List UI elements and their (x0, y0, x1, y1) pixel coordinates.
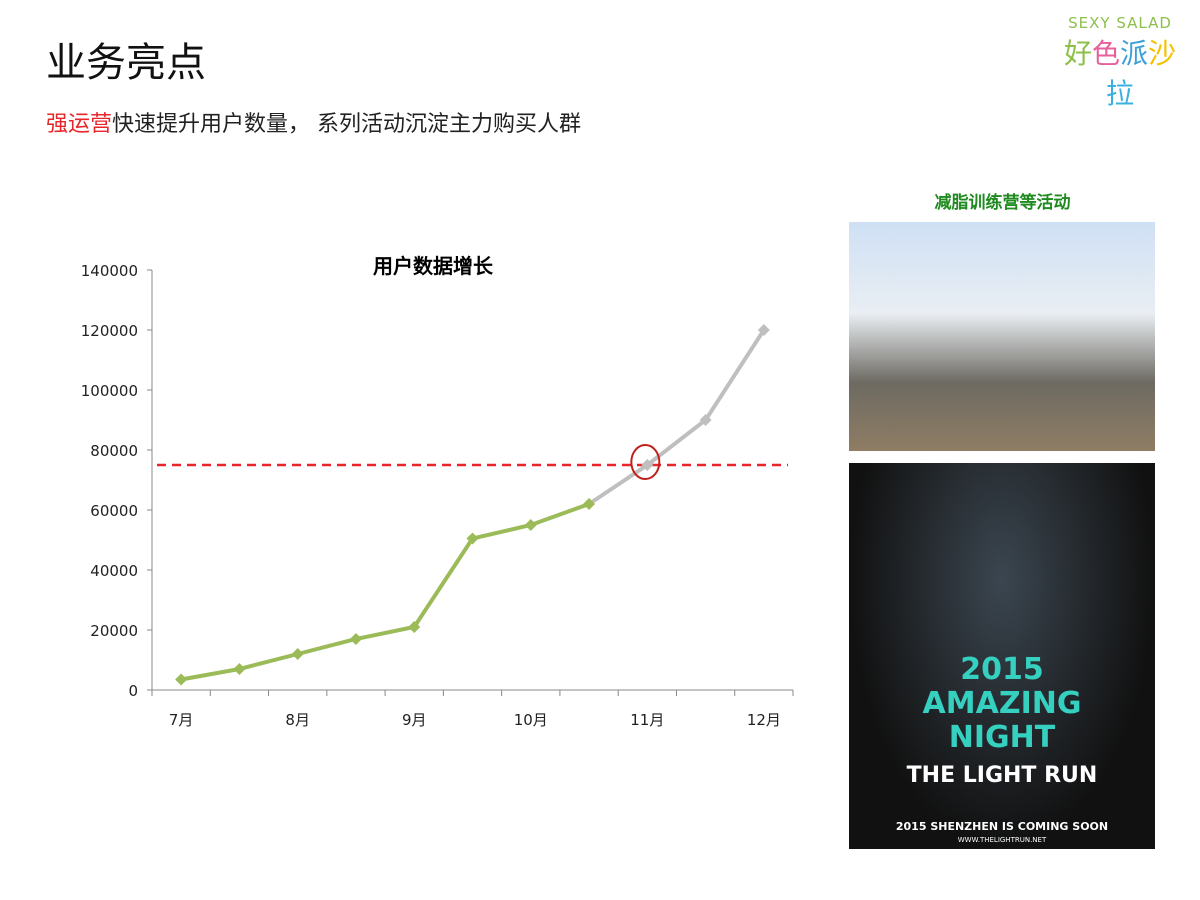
y-tick-label: 60000 (90, 502, 138, 520)
data-point (641, 459, 654, 471)
poster-year: 2015 (960, 652, 1044, 687)
subtitle-text: 快速提升用户数量， 系列活动沉淀主力购买人群 (112, 112, 582, 137)
poster-night: NIGHT (948, 720, 1056, 755)
y-tick-label: 40000 (90, 562, 138, 580)
logo-en: SEXY SALAD (1068, 14, 1172, 32)
activities-title: 减脂训练营等活动 (934, 193, 1071, 213)
data-point (175, 673, 188, 686)
y-tick-label: 0 (128, 682, 138, 700)
logo-char: 派 (1120, 37, 1149, 70)
y-tick-label: 120000 (81, 322, 138, 340)
x-tick-label: 12月 (747, 711, 781, 729)
data-point (583, 498, 596, 510)
poster-tagline: 2015 SHENZHEN IS COMING SOON (895, 820, 1109, 833)
y-tick-label: 20000 (90, 622, 138, 640)
chart-title: 用户数据增长 (373, 254, 494, 278)
logo-char: 好 (1063, 37, 1092, 70)
page-subtitle: 强运营快速提升用户数量， 系列活动沉淀主力购买人群 (46, 106, 581, 138)
page-title: 业务亮点 (46, 40, 206, 86)
x-tick-label: 11月 (630, 711, 664, 729)
training-camp-photo (849, 222, 1155, 451)
logo-char: 沙 (1148, 37, 1177, 70)
logo-char: 拉 (1105, 77, 1134, 110)
logo-char: 色 (1091, 37, 1120, 70)
data-point (291, 648, 304, 660)
y-tick-label: 80000 (90, 442, 138, 460)
subtitle-highlight: 强运营 (46, 112, 113, 137)
data-point (408, 621, 421, 633)
brand-logo: SEXY SALAD 好色派沙拉 (1060, 14, 1180, 112)
data-point (699, 414, 712, 426)
poster-brand: THE LIGHT RUN (906, 763, 1098, 788)
x-tick-label: 9月 (402, 711, 427, 729)
y-tick-label: 140000 (81, 262, 138, 280)
data-point (524, 519, 537, 531)
light-run-poster: 2015 AMAZING NIGHT THE LIGHT RUN 2015 SHEN… (849, 463, 1155, 849)
data-point (757, 324, 770, 336)
logo-cn: 好色派沙拉 (1060, 32, 1180, 112)
user-growth-chart: 用户数据增长 0 20000 40000 60000 80000 100000 120000 1… (81, 254, 794, 729)
data-point (466, 532, 479, 545)
poster-amazing: AMAZING (922, 686, 1082, 721)
data-point (233, 663, 246, 675)
x-tick-label: 8月 (285, 711, 310, 729)
data-point (349, 633, 362, 645)
poster-url: WWW.THELIGHTRUN.NET (957, 836, 1047, 844)
x-tick-label: 7月 (169, 711, 194, 729)
y-tick-label: 100000 (81, 382, 138, 400)
x-tick-label: 10月 (514, 711, 548, 729)
actual-line (180, 502, 590, 682)
projected-line (587, 328, 766, 506)
highlight-circle (630, 444, 661, 480)
